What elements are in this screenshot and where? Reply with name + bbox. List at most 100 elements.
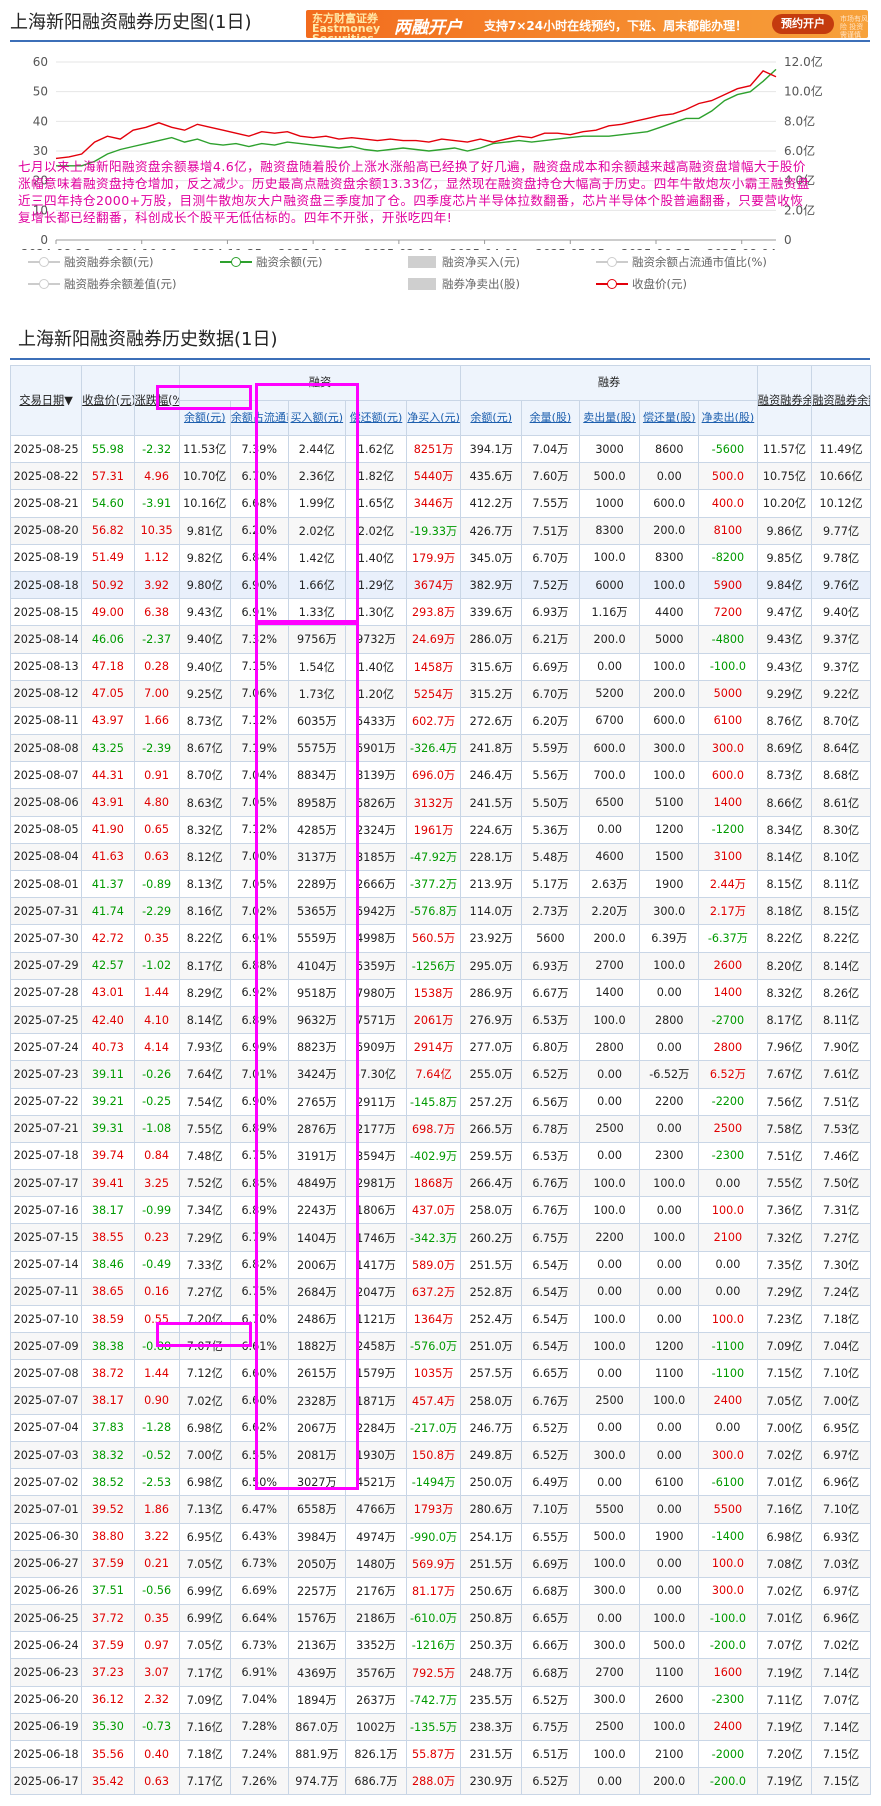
table-cell: 6.88% xyxy=(229,951,289,980)
table-cell: 200.0 xyxy=(639,679,700,708)
table-cell: 1793万 xyxy=(405,1495,462,1524)
table-cell: 6.99亿 xyxy=(178,1576,231,1606)
table-cell: 1400 xyxy=(698,788,758,817)
table-cell: 10.35 xyxy=(133,516,180,545)
table-row: 2025-06-19 35.30 -0.73 7.16亿 7.28% 867.0万 1002… xyxy=(9,1712,871,1742)
table-row: 2025-08-11 43.97 1.66 8.73亿 7.12% 6035万 5433万 6… xyxy=(9,706,871,736)
table-cell: 2025-08-08 xyxy=(9,734,83,763)
table-cell: 5.36万 xyxy=(521,815,580,844)
table-cell: 2025-07-17 xyxy=(9,1169,83,1198)
table-row: 2025-08-01 41.37 -0.89 8.13亿 7.05% 2289万 2666万… xyxy=(9,869,871,899)
table-cell: -2.32 xyxy=(133,434,180,464)
table-cell: 41.90 xyxy=(81,815,135,844)
table-cell: 0.00 xyxy=(578,1413,641,1442)
table-cell: -6100 xyxy=(698,1468,758,1497)
table-cell: 7.15亿 xyxy=(756,1359,813,1388)
table-cell: 6.54万 xyxy=(521,1332,580,1361)
table-cell: 7.46亿 xyxy=(811,1141,871,1171)
table-cell: 974.7万 xyxy=(287,1767,347,1796)
table-cell: 2800 xyxy=(698,1033,758,1062)
col-fin-ratio[interactable]: 余额占流通市值比 xyxy=(229,400,289,436)
table-row: 2025-07-17 39.41 3.25 7.52亿 6.85% 4849万 2981万 1… xyxy=(9,1169,871,1198)
col-close-price[interactable]: 收盘价(元) xyxy=(81,365,135,436)
col-fin-buy[interactable]: 买入额(元) xyxy=(287,400,347,436)
table-cell: 500.0 xyxy=(698,462,758,491)
col-balance-diff[interactable]: 融资融券余额差值(元) xyxy=(811,365,871,436)
table-cell: 47.18 xyxy=(81,652,135,681)
table-cell: 1400 xyxy=(698,978,758,1007)
table-cell: 1200 xyxy=(639,1332,700,1361)
table-cell: 300.0 xyxy=(578,1685,641,1714)
legend-net-buy[interactable]: 融资净买入(元) xyxy=(408,252,520,272)
col-fin-repay[interactable]: 偿还额(元) xyxy=(345,400,407,436)
table-cell: 7.15亿 xyxy=(811,1767,871,1796)
table-cell: 2500 xyxy=(578,1114,641,1143)
ad-banner[interactable]: 东方财富证券 Eastmoney Securities 两融开户 支持7×24小… xyxy=(306,10,868,38)
table-cell: 6.91% xyxy=(229,924,289,953)
table-cell: 1364万 xyxy=(405,1304,462,1334)
col-change-pct[interactable]: 涨跌幅(%) xyxy=(133,365,180,436)
table-cell: -2700 xyxy=(698,1005,758,1035)
table-cell: 2025-06-24 xyxy=(9,1631,83,1660)
table-cell: 6.56万 xyxy=(521,1087,580,1116)
table-cell: 4600 xyxy=(578,842,641,872)
open-account-button[interactable]: 预约开户 xyxy=(772,14,834,34)
table-row: 2025-07-14 38.46 -0.49 7.33亿 6.82% 2006万 1417万… xyxy=(9,1250,871,1279)
table-cell: 51.49 xyxy=(81,543,135,572)
table-cell: 8.22亿 xyxy=(811,924,871,953)
legend-close-price[interactable]: 收盘价(元) xyxy=(596,274,687,294)
table-cell: 2914万 xyxy=(405,1033,462,1062)
table-cell: 9.82亿 xyxy=(178,543,231,572)
col-sl-repay[interactable]: 偿还量(股) xyxy=(639,400,700,436)
table-row: 2025-07-22 39.21 -0.25 7.54亿 6.90% 2765万 2911万… xyxy=(9,1087,871,1116)
table-row: 2025-07-15 38.55 0.23 7.29亿 6.79% 1404万 1746万 -… xyxy=(9,1223,871,1252)
banner-headline: 两融开户 xyxy=(394,18,462,38)
legend-total-balance[interactable]: 融资融券余额(元) xyxy=(28,252,153,272)
legend-balance-ratio[interactable]: 融资余额占流通市值比(%) xyxy=(596,252,767,272)
table-row: 2025-07-25 42.40 4.10 8.14亿 6.89% 9632万 7571万 2… xyxy=(9,1005,871,1035)
legend-balance-diff[interactable]: 融资融券余额差值(元) xyxy=(28,274,176,294)
table-cell: 7.48亿 xyxy=(178,1141,231,1171)
table-cell: 7.53亿 xyxy=(811,1114,871,1143)
table-cell: 6.54万 xyxy=(521,1277,580,1307)
table-row: 2025-08-20 56.82 10.35 9.81亿 6.20% 2.02亿 2.02亿… xyxy=(9,516,871,545)
table-cell: 4369万 xyxy=(287,1658,347,1687)
legend-finance-balance[interactable]: 融资余额(元) xyxy=(220,252,322,272)
col-sl-balance[interactable]: 余额(元) xyxy=(460,400,523,436)
table-cell: 1930万 xyxy=(345,1440,407,1470)
table-cell: 9.81亿 xyxy=(178,516,231,545)
col-sl-net-sell[interactable]: 净卖出(股) xyxy=(698,400,758,436)
table-cell: 4521万 xyxy=(345,1468,407,1497)
table-cell: 5433万 xyxy=(345,706,407,736)
table-cell: -1.28 xyxy=(133,1413,180,1442)
col-fin-balance[interactable]: 余额(元) xyxy=(178,400,231,436)
table-cell: 437.0万 xyxy=(405,1196,462,1225)
table-cell: 5500 xyxy=(698,1495,758,1524)
legend-net-sell[interactable]: 融券净卖出(股) xyxy=(408,274,520,294)
table-cell: 2257万 xyxy=(287,1576,347,1606)
table-cell: 100.0 xyxy=(639,652,700,681)
table-cell: 2067万 xyxy=(287,1413,347,1442)
group-securities-lending: 融券 xyxy=(460,365,758,401)
table-cell: 3352万 xyxy=(345,1631,407,1660)
col-trade-date[interactable]: 交易日期▼ xyxy=(9,365,83,436)
table-cell: 1.65亿 xyxy=(345,489,407,518)
table-cell: 38.46 xyxy=(81,1250,135,1279)
table-cell: 6.68% xyxy=(229,489,289,518)
table-cell: 6.97亿 xyxy=(811,1440,871,1470)
col-total-balance[interactable]: 融资融券余额(元) xyxy=(756,365,813,436)
col-sl-sell[interactable]: 卖出量(股) xyxy=(578,400,641,436)
table-cell: 41.63 xyxy=(81,842,135,872)
table-cell: 2637万 xyxy=(345,1685,407,1714)
table-cell: -326.4万 xyxy=(405,734,462,763)
table-row: 2025-08-15 49.00 6.38 9.43亿 6.91% 1.33亿 1.30亿 2… xyxy=(9,598,871,627)
table-cell: 0.21 xyxy=(133,1549,180,1578)
col-sl-volume[interactable]: 余量(股) xyxy=(521,400,580,436)
table-cell: 2025-08-15 xyxy=(9,598,83,627)
col-fin-net-buy[interactable]: 净买入(元) xyxy=(405,400,462,436)
table-cell: 7.18亿 xyxy=(178,1739,231,1769)
table-cell: 1404万 xyxy=(287,1223,347,1252)
x-tick-label: 2025-04-01 xyxy=(450,247,520,250)
table-cell: 457.4万 xyxy=(405,1386,462,1415)
table-cell: 6.73% xyxy=(229,1631,289,1660)
